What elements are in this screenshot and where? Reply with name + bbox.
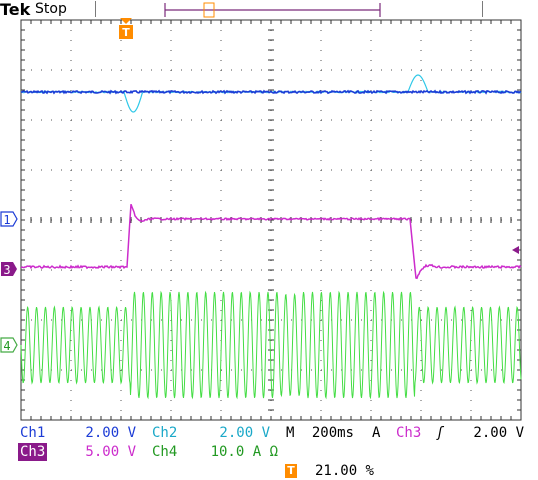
status-divider (95, 1, 96, 17)
timebase-prefix: M (286, 425, 295, 441)
ch4-scale: 10.0 A Ω (210, 444, 278, 460)
ch2-readout-label: Ch2 (152, 425, 178, 441)
ch3-marker-label: 3 (3, 263, 10, 277)
ch3-readout-label: Ch3 (18, 443, 48, 461)
timebase-value: 200ms (311, 425, 354, 441)
ch2-scale: 2.00 V (219, 425, 270, 441)
ch1-waveform (20, 89, 522, 95)
status-divider (482, 1, 483, 17)
ch1-readout[interactable]: Ch1 2.00 V (18, 424, 146, 442)
ch3-waveform (20, 203, 522, 280)
trigger-mode: A (372, 425, 381, 441)
ch4-ground-marker[interactable]: 4 (0, 337, 18, 353)
trigger-t-icon: T (285, 464, 297, 478)
ch4-readout-label: Ch4 (152, 444, 178, 460)
trigger-marker-label: T (122, 26, 130, 39)
ch1-ground-marker[interactable]: 1 (0, 211, 18, 227)
trigger-position-icon[interactable]: T (119, 18, 133, 39)
ch1-scale: 2.00 V (85, 425, 136, 441)
brand-logo: Tek (0, 0, 31, 19)
rising-edge-icon: ʃ (436, 425, 445, 441)
ch4-waveform (20, 290, 522, 400)
ch1-readout-label: Ch1 (20, 425, 46, 441)
ch3-readout[interactable]: Ch3 5.00 V (18, 443, 146, 461)
status-bar: Tek Stop (0, 0, 538, 20)
trigger-position-readout[interactable]: 21.00 % (300, 462, 380, 480)
record-length-bar (164, 2, 381, 18)
ch3-scale: 5.00 V (85, 444, 136, 460)
ch4-readout[interactable]: Ch4 10.0 A Ω (150, 443, 282, 461)
trigger-position-value: 21.00 % (314, 463, 374, 479)
trigger-readout[interactable]: A Ch3 ʃ 2.00 V (370, 424, 534, 442)
ch1-marker-label: 1 (3, 213, 10, 227)
ch2-readout[interactable]: Ch2 2.00 V (150, 424, 282, 442)
ch4-marker-label: 4 (3, 339, 10, 353)
ch3-ground-marker[interactable]: 3 (1, 262, 17, 277)
timebase-readout[interactable]: M 200ms (284, 424, 358, 442)
trigger-level-arrow-icon[interactable] (512, 246, 519, 254)
acquisition-status: Stop (35, 1, 67, 17)
trigger-level: 2.00 V (473, 425, 524, 441)
trigger-source: Ch3 (396, 425, 422, 441)
